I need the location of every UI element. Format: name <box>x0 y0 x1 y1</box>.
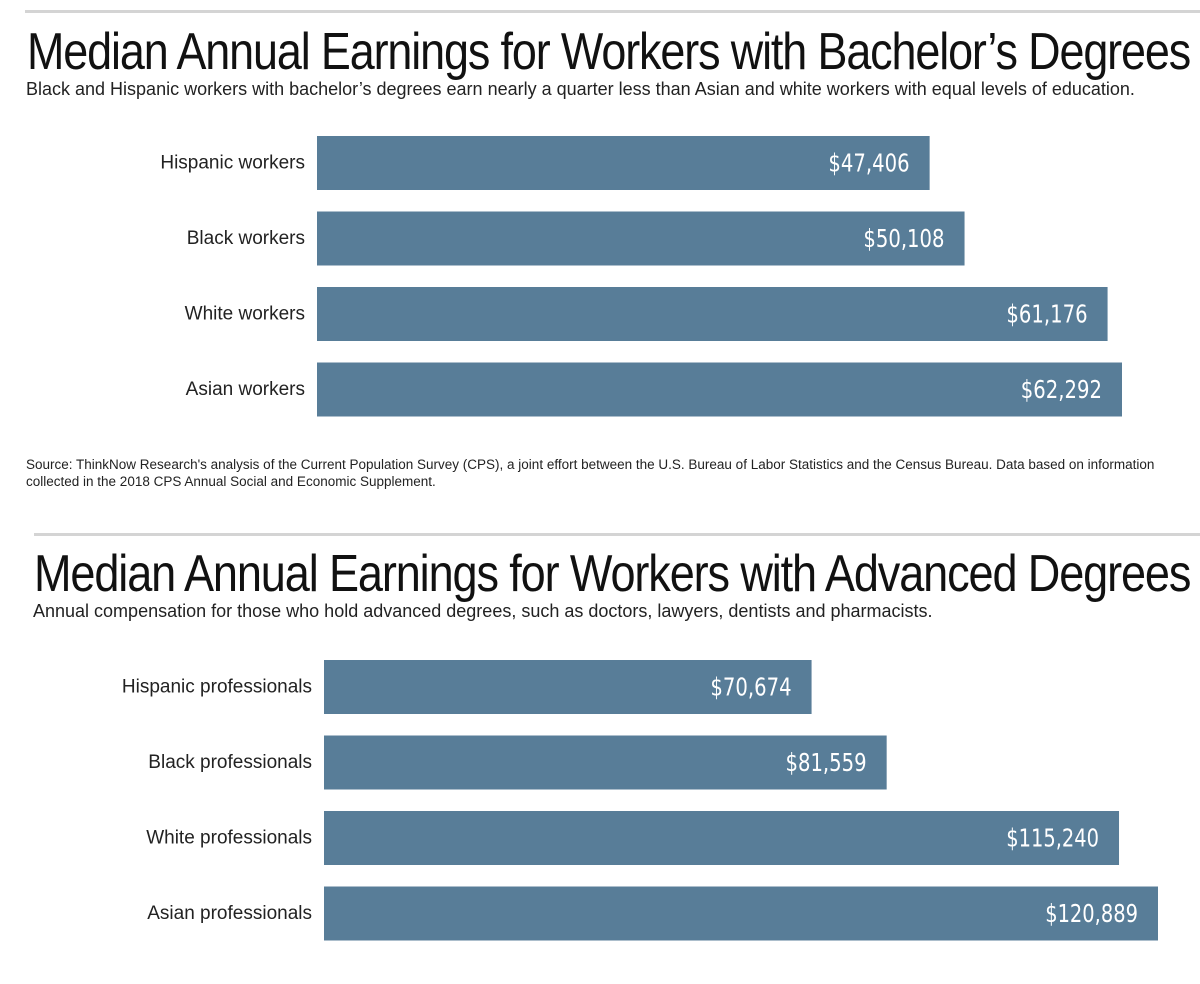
chart-1-bar <box>317 136 930 190</box>
chart-1-bar <box>317 211 965 266</box>
section-divider <box>34 533 1200 536</box>
chart-1-title: Median Annual Earnings for Workers with … <box>27 23 1191 81</box>
chart-2-category-label: Hispanic professionals <box>122 677 312 698</box>
chart-1-category-label: Black workers <box>187 228 305 249</box>
chart-1-bar <box>317 287 1108 341</box>
chart-2-category-label: Asian professionals <box>147 903 312 924</box>
chart-2-bar <box>324 660 812 714</box>
chart-2-value-label: $70,674 <box>710 673 791 702</box>
chart-1-category-label: White workers <box>185 304 305 325</box>
chart-1-subtitle: Black and Hispanic workers with bachelor… <box>26 79 1135 99</box>
top-divider <box>25 10 1200 13</box>
chart-2-bar <box>324 886 1158 941</box>
chart-2-value-label: $120,889 <box>1045 899 1138 928</box>
chart-1-bar <box>317 362 1122 417</box>
chart-1-source-note: Source: ThinkNow Research's analysis of … <box>26 457 1155 489</box>
chart-2-category-label: White professionals <box>146 828 312 849</box>
chart-1-category-label: Hispanic workers <box>160 153 305 174</box>
chart-2-subtitle: Annual compensation for those who hold a… <box>33 601 933 621</box>
chart-1-value-label: $50,108 <box>863 224 944 253</box>
chart-2-bar <box>324 735 887 790</box>
chart-2-category-label: Black professionals <box>148 752 312 773</box>
chart-2-bar <box>324 811 1120 865</box>
chart-1-value-label: $47,406 <box>828 149 909 178</box>
chart-1-category-label: Asian workers <box>186 379 305 400</box>
chart-2-bar-chart: Hispanic professionals $70,674 Black profe… <box>122 660 1158 941</box>
chart-1-bar-chart: Hispanic workers $47,406 Black workers $50,… <box>160 136 1122 417</box>
chart-2-value-label: $81,559 <box>785 748 866 777</box>
chart-1-value-label: $62,292 <box>1021 375 1102 404</box>
chart-2-value-label: $115,240 <box>1006 824 1099 853</box>
chart-2-title: Median Annual Earnings for Workers with … <box>34 545 1191 603</box>
chart-1-value-label: $61,176 <box>1006 300 1087 329</box>
